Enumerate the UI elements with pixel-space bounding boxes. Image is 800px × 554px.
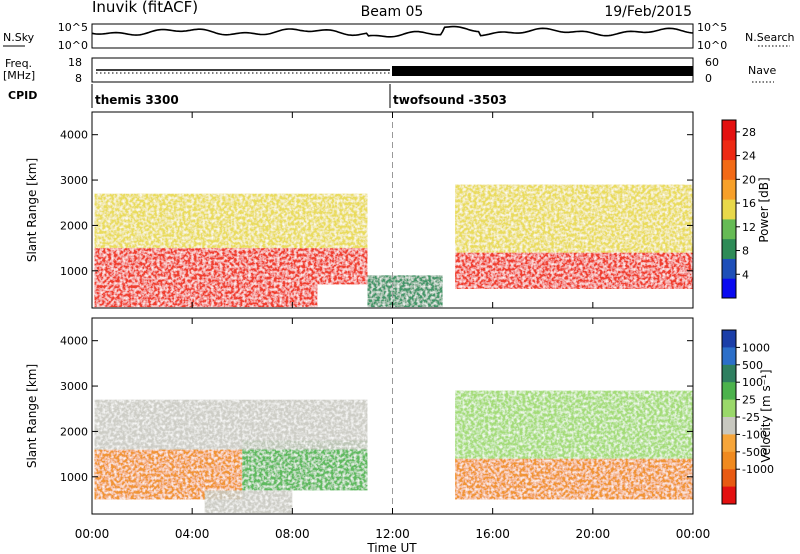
power-colorbar-swatch-1 — [722, 258, 736, 279]
power-region-0 — [94, 248, 368, 285]
velocity-ylabel: Slant Range [km] — [25, 364, 39, 468]
velocity-ytick-1: 2000 — [60, 425, 88, 438]
power-colorbar-tick-0: 4 — [742, 268, 749, 281]
velocity-colorbar-swatch-1 — [722, 347, 736, 366]
velocity-region-5 — [455, 390, 693, 459]
noise-panel: N.Sky 10^5 10^0 10^5 10^0 N.Search — [3, 21, 795, 52]
power-ytick-2: 3000 — [60, 174, 88, 187]
power-region-2 — [94, 284, 318, 308]
power-colorbar-tick-1: 8 — [742, 245, 749, 258]
velocity-panel: 1000 2000 3000 4000 Slant Range [km] — [25, 317, 694, 515]
power-region-4 — [455, 252, 693, 289]
power-colorbar-swatch-7 — [722, 139, 736, 161]
cpid-segment-2: twofsound -3503 — [393, 93, 507, 107]
velocity-colorbar-tick-4: -25 — [742, 411, 760, 424]
noise-left-tick-bottom: 10^0 — [58, 39, 88, 52]
power-colorbar-swatch-8 — [722, 120, 736, 141]
velocity-colorbar-tick-5: -100 — [742, 428, 767, 441]
nave-label: Nave — [748, 64, 776, 77]
velocity-colorbar-swatch-2 — [722, 364, 736, 383]
noise-left-label: N.Sky — [3, 31, 35, 44]
cpid-segment-1: themis 3300 — [95, 93, 179, 107]
power-panel: 1000 2000 3000 4000 Slant Range [km] — [25, 111, 694, 309]
velocity-colorbar-tick-1: 500 — [742, 359, 763, 372]
frequency-panel: Freq. [MHz] 18 8 60 0 Nave — [3, 56, 776, 85]
velocity-colorbar-swatch-6 — [722, 434, 736, 453]
power-colorbar-swatch-0 — [722, 278, 736, 299]
velocity-region-2 — [94, 399, 368, 450]
power-ylabel: Slant Range [km] — [25, 158, 39, 262]
velocity-colorbar-swatch-0 — [722, 330, 736, 348]
xtick-5: 20:00 — [576, 527, 611, 541]
x-axis-label: Time UT — [366, 541, 417, 554]
power-colorbar-tick-5: 24 — [742, 150, 756, 163]
power-region-1 — [94, 193, 368, 249]
power-colorbar-tick-6: 28 — [742, 126, 756, 139]
velocity-colorbar-swatch-7 — [722, 451, 736, 470]
power-region-5 — [455, 184, 693, 253]
velocity-ytick-3: 4000 — [60, 335, 88, 348]
velocity-colorbar-tick-6: -500 — [742, 446, 767, 459]
velocity-colorbar-swatch-3 — [722, 382, 736, 401]
nave-band — [392, 66, 693, 76]
power-colorbar-tick-2: 12 — [742, 221, 756, 234]
power-region-3 — [367, 275, 443, 308]
xtick-1: 04:00 — [175, 527, 210, 541]
velocity-ytick-0: 1000 — [60, 471, 88, 484]
cpid-row: CPID themis 3300 twofsound -3503 — [8, 84, 507, 108]
date-title: 19/Feb/2015 — [604, 4, 692, 20]
station-title: Inuvik (fitACF) — [92, 0, 198, 16]
velocity-colorbar-tick-7: -1000 — [742, 463, 774, 476]
xtick-4: 16:00 — [475, 527, 510, 541]
power-colorbar-tick-3: 16 — [742, 197, 756, 210]
power-colorbar-swatch-4 — [722, 199, 736, 220]
freq-label-1: Freq. — [5, 57, 32, 70]
velocity-colorbar-swatch-9 — [722, 486, 736, 505]
power-colorbar-swatch-6 — [722, 159, 736, 180]
power-ytick-0: 1000 — [60, 265, 88, 278]
velocity-colorbar-swatch-8 — [722, 469, 736, 488]
power-colorbar-swatch-5 — [722, 179, 736, 200]
xtick-2: 08:00 — [275, 527, 310, 541]
power-colorbar-swatch-2 — [722, 238, 736, 259]
freq-tick-bottom: 8 — [75, 72, 82, 85]
freq-label-2: [MHz] — [3, 69, 35, 82]
velocity-colorbar-tick-0: 1000 — [742, 341, 770, 354]
noise-trace — [91, 25, 694, 38]
noise-left-tick-top: 10^5 — [58, 21, 88, 34]
velocity-colorbar-label: Velocity [m s⁻¹] — [759, 369, 773, 462]
x-axis: 00:00 04:00 08:00 12:00 16:00 20:00 00:00 — [75, 112, 711, 541]
nave-tick-top: 60 — [705, 56, 719, 69]
power-colorbar-label: Power [dB] — [757, 177, 771, 242]
velocity-colorbar-tick-2: 100 — [742, 376, 763, 389]
power-colorbar-tick-4: 20 — [742, 173, 756, 186]
noise-right-tick-top: 10^5 — [697, 21, 727, 34]
freq-tick-top: 18 — [68, 56, 82, 69]
power-ytick-3: 4000 — [60, 129, 88, 142]
power-colorbar-swatch-3 — [722, 218, 736, 240]
beam-title: Beam 05 — [361, 4, 424, 20]
cpid-label: CPID — [8, 89, 37, 102]
noise-right-label: N.Search — [745, 31, 795, 44]
velocity-region-4 — [455, 458, 693, 500]
velocity-colorbar-swatch-4 — [722, 399, 736, 418]
xtick-6: 00:00 — [676, 527, 711, 541]
noise-right-tick-bottom: 10^0 — [697, 39, 727, 52]
velocity-colorbar-tick-3: 25 — [742, 394, 756, 407]
xtick-3: 12:00 — [375, 527, 410, 541]
power-colorbar: 4 8 12 16 20 24 28 Power [dB] — [721, 119, 771, 299]
nave-tick-bottom: 0 — [705, 72, 712, 85]
power-ytick-1: 2000 — [60, 219, 88, 232]
velocity-colorbar-swatch-5 — [722, 417, 736, 435]
velocity-region-3 — [204, 490, 293, 514]
velocity-colorbar: 1000 500 100 25 -25 -100 -500 -1000 Velocity [m… — [721, 329, 774, 505]
velocity-ytick-2: 3000 — [60, 380, 88, 393]
xtick-0: 00:00 — [75, 527, 110, 541]
